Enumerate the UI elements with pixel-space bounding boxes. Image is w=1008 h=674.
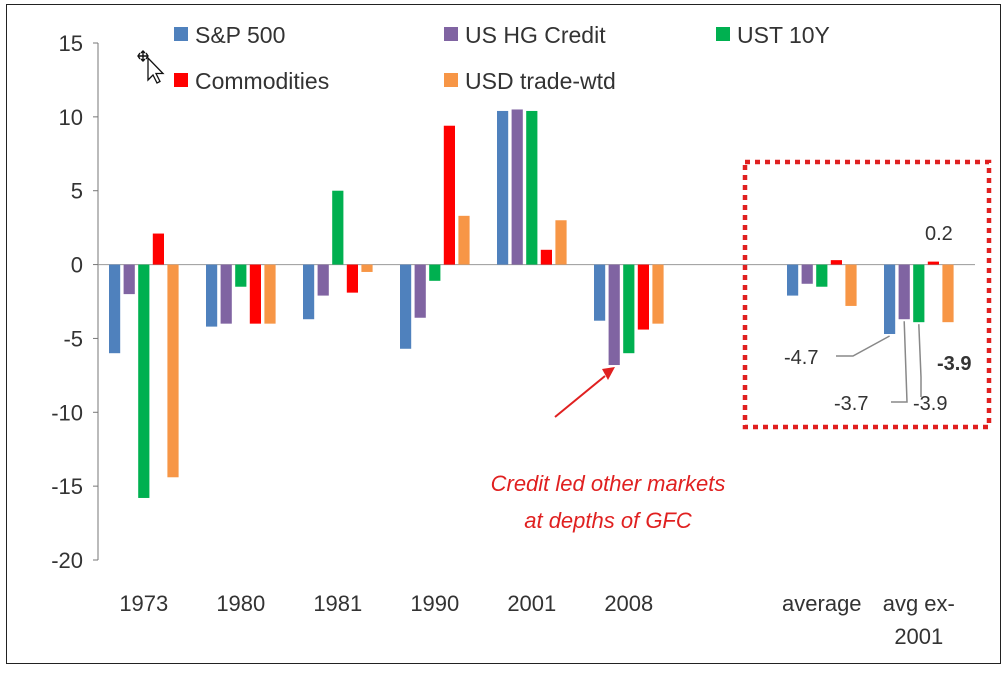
leader-line (836, 335, 890, 357)
bar (526, 110, 538, 265)
bar (801, 264, 813, 284)
bar (152, 233, 164, 265)
data-label: -3.9 (937, 353, 971, 375)
bar (884, 264, 896, 334)
legend-entry: Commodities (195, 68, 329, 94)
bar (608, 264, 620, 366)
bar (623, 264, 635, 354)
y-tick-label: 0 (71, 253, 83, 278)
bar (206, 264, 218, 327)
bar (830, 260, 842, 265)
y-tick-label: -15 (51, 474, 83, 499)
leader-line (891, 321, 908, 403)
bar (361, 264, 373, 272)
data-label: -4.7 (784, 347, 818, 369)
leader-line (918, 324, 922, 397)
bar (346, 264, 358, 293)
bar (123, 264, 135, 295)
legend-entry: US HG Credit (465, 22, 606, 48)
data-label: -3.9 (913, 393, 947, 415)
legend-entry: USD trade-wtd (465, 68, 616, 94)
bar (652, 264, 664, 324)
legend-swatch (174, 73, 188, 87)
bar (845, 264, 857, 306)
bar (555, 220, 567, 265)
x-category-label: average (782, 591, 862, 616)
chart-frame: 15 10 5 0 -5 -10 -15 -20 1973 1980 1981 1990 2001 200… (6, 4, 1001, 664)
legend-swatch (444, 27, 458, 41)
bar (138, 264, 150, 498)
bar (458, 215, 470, 265)
bar (942, 264, 954, 323)
callout-arrow-line (554, 375, 606, 418)
bar (637, 264, 649, 330)
x-category-label: 2001 (507, 591, 556, 616)
y-tick-label: -20 (51, 548, 83, 573)
callout-text: at depths of GFC (524, 508, 692, 533)
bar (332, 190, 344, 265)
bar (400, 264, 412, 349)
bar (167, 264, 179, 478)
y-tick-label: -5 (63, 326, 83, 351)
bar (787, 264, 799, 296)
legend-swatch (444, 73, 458, 87)
bar (249, 264, 261, 324)
bar-chart: 15 10 5 0 -5 -10 -15 -20 1973 1980 1981 1990 2001 200… (51, 22, 992, 649)
bar (109, 264, 121, 354)
legend-swatch (174, 27, 188, 41)
move-cursor-icon (136, 44, 166, 89)
data-label: 0.2 (925, 223, 953, 245)
bar (816, 264, 828, 287)
bar (497, 110, 509, 265)
bar (540, 249, 552, 265)
bar (303, 264, 315, 320)
legend-entry: S&P 500 (195, 22, 285, 48)
x-category-label: 1980 (216, 591, 265, 616)
bar (927, 261, 939, 265)
x-category-label: 1981 (313, 591, 362, 616)
data-label: -3.7 (834, 393, 868, 415)
callout-text: Credit led other markets (491, 471, 726, 496)
bar (220, 264, 232, 324)
legend-swatch (716, 27, 730, 41)
x-category-label: 1973 (119, 591, 168, 616)
bar (429, 264, 441, 281)
y-tick-label: 5 (71, 179, 83, 204)
highlight-box (742, 159, 992, 430)
x-category-label: 1990 (410, 591, 459, 616)
bar (594, 264, 606, 321)
bar (443, 125, 455, 265)
bar (898, 264, 910, 320)
bar (511, 109, 523, 265)
y-tick-label: 10 (59, 105, 83, 130)
bar (264, 264, 276, 324)
x-category-label: avg ex- (883, 591, 955, 616)
bar (913, 264, 925, 323)
bar (235, 264, 247, 287)
bar (317, 264, 329, 296)
y-tick-label: 15 (59, 31, 83, 56)
bar (414, 264, 426, 318)
legend-entry: UST 10Y (737, 22, 830, 48)
callout-arrowhead-icon (602, 367, 615, 380)
x-category-label: 2008 (604, 591, 653, 616)
y-tick-label: -10 (51, 400, 83, 425)
x-category-label: 2001 (894, 624, 943, 649)
